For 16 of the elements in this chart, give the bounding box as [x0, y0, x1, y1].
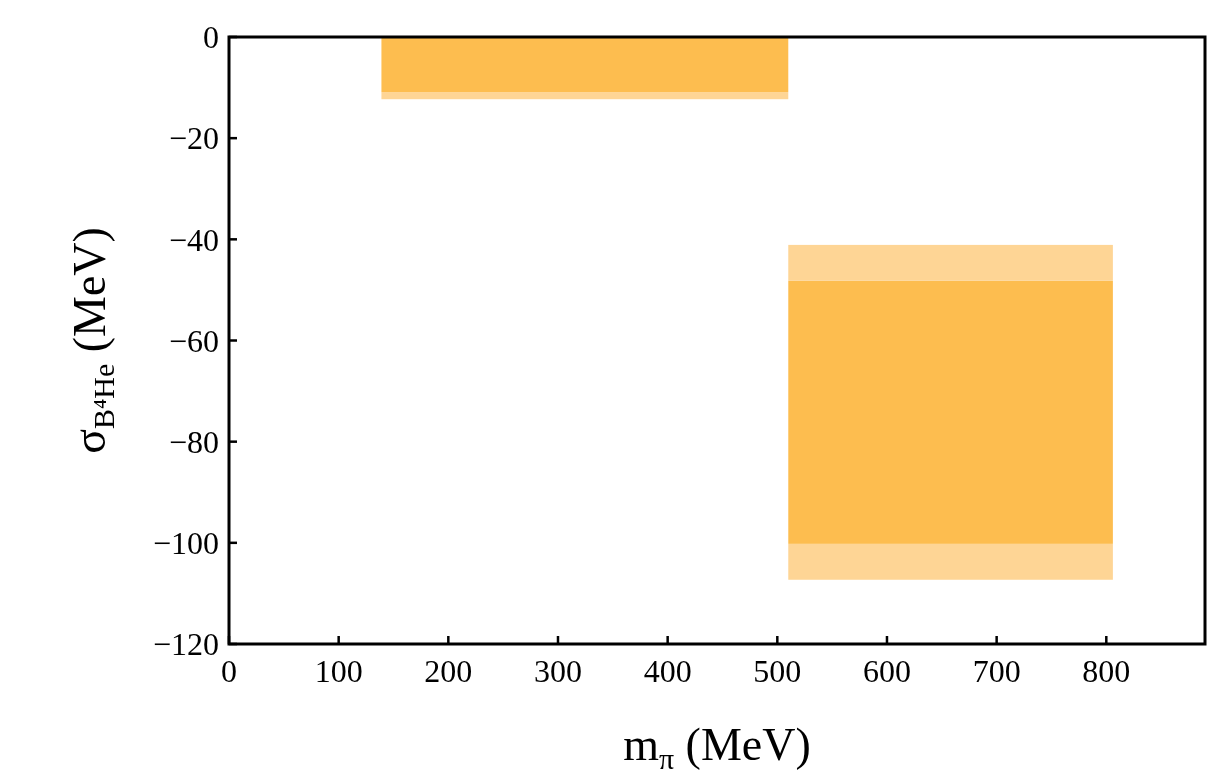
x-tick-label: 200 [424, 653, 473, 689]
y-tick-label: −40 [168, 221, 219, 258]
x-axis-title: m$_{π}$ (MeV) [623, 719, 811, 773]
y-tick-label: −20 [168, 120, 219, 157]
x-tick-label: 100 [314, 653, 363, 689]
y-tick-label: −60 [168, 322, 219, 359]
x-tick-label: 700 [972, 653, 1021, 689]
y-tick-label: 0 [203, 19, 219, 56]
y-tick-label: −80 [168, 423, 219, 460]
y-tick-label: −120 [152, 626, 219, 663]
x-tick-label: 300 [533, 653, 582, 689]
y-tick-label: −100 [152, 525, 219, 562]
x-tick-label: 400 [643, 653, 692, 689]
x-tick-label: 600 [862, 653, 911, 689]
x-tick-label: 500 [753, 653, 802, 689]
x-tick-label: 800 [1082, 653, 1131, 689]
